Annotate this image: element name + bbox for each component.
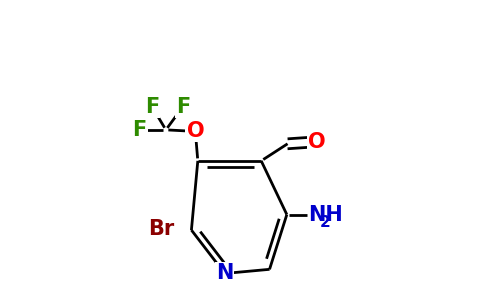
Text: N: N — [216, 263, 233, 283]
Text: F: F — [145, 97, 159, 117]
Text: F: F — [176, 97, 190, 117]
Text: F: F — [133, 120, 147, 140]
Text: 2: 2 — [320, 215, 331, 230]
Text: O: O — [308, 132, 326, 152]
Text: O: O — [186, 122, 204, 141]
Text: NH: NH — [308, 205, 343, 225]
Text: Br: Br — [148, 218, 174, 239]
